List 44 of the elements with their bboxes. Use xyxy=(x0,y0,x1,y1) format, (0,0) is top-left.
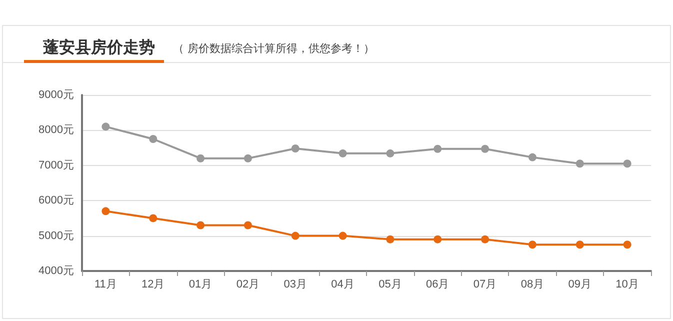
y-tick-label: 4000元 xyxy=(38,265,74,277)
x-tick-label: 12月 xyxy=(142,278,165,290)
x-tick-label: 08月 xyxy=(520,278,544,290)
point xyxy=(149,214,158,222)
point xyxy=(196,154,205,162)
point xyxy=(576,160,584,168)
point xyxy=(481,235,490,244)
point xyxy=(102,122,110,131)
point xyxy=(291,232,300,240)
y-tick-label: 5000元 xyxy=(38,230,74,242)
chart-subtitle: （ 房价数据综合计算所得，供您参考！） xyxy=(173,42,374,55)
point xyxy=(434,235,442,244)
x-tick-label: 09月 xyxy=(568,278,592,290)
point xyxy=(528,153,536,162)
y-tick-label: 6000元 xyxy=(38,194,74,207)
chart-title: 蓬安县房价走势 xyxy=(42,38,155,56)
point xyxy=(149,135,158,143)
point xyxy=(291,144,300,152)
x-tick-label: 01月 xyxy=(188,278,212,290)
point xyxy=(623,160,632,168)
point xyxy=(434,144,442,153)
point xyxy=(386,235,394,244)
x-tick-label: 10月 xyxy=(616,278,639,290)
y-tick-label: 8000元 xyxy=(38,124,74,136)
x-tick-label: 04月 xyxy=(331,278,354,290)
x-tick-label: 11月 xyxy=(94,278,117,290)
x-tick-label: 03月 xyxy=(284,278,307,290)
point xyxy=(196,221,205,230)
point xyxy=(528,240,536,249)
point xyxy=(576,240,584,249)
point xyxy=(386,149,394,158)
point xyxy=(244,154,252,162)
point xyxy=(623,240,632,249)
point xyxy=(244,221,252,230)
point xyxy=(338,149,347,158)
x-tick-label: 05月 xyxy=(378,278,402,290)
x-tick-label: 06月 xyxy=(426,278,450,290)
x-tick-label: 02月 xyxy=(236,278,260,290)
point xyxy=(338,232,347,240)
y-tick-label: 9000元 xyxy=(38,89,74,101)
point xyxy=(102,207,110,216)
x-tick-label: 07月 xyxy=(473,278,497,290)
point xyxy=(481,144,490,153)
y-tick-label: 7000元 xyxy=(38,159,74,172)
